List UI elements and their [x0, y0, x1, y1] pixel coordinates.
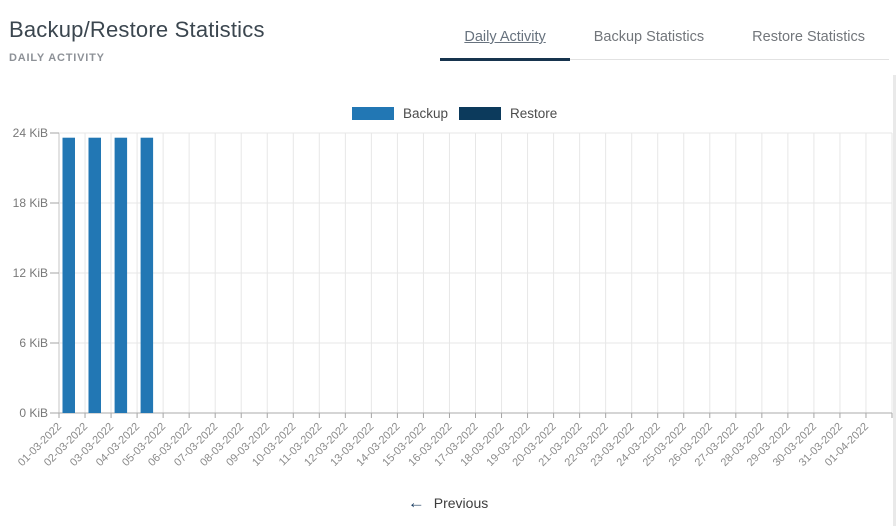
y-axis-label: 24 KiB	[13, 126, 48, 140]
y-axis-label: 0 KiB	[19, 406, 48, 420]
arrow-left-icon: ←	[407, 493, 425, 512]
bar-backup-01-03-2022	[62, 137, 75, 413]
legend-item-restore: Restore	[459, 106, 557, 121]
bar-backup-04-03-2022	[140, 137, 154, 413]
page-title: Backup/Restore Statistics	[9, 17, 265, 42]
tab-restore-statistics[interactable]: Restore Statistics	[752, 29, 865, 45]
legend-item-backup: Backup	[352, 106, 448, 121]
chart-legend: Backup Restore	[352, 106, 557, 121]
y-axis-label: 18 KiB	[13, 196, 48, 210]
previous-button[interactable]: ← Previous	[408, 494, 488, 511]
page-subtitle: DAILY ACTIVITY	[9, 52, 105, 64]
vertical-scrollbar[interactable]	[893, 75, 896, 526]
daily-activity-bar-chart: 0 KiB 6 KiB 12 KiB 18 KiB 24 KiB 01-03-2022 02…	[0, 95, 896, 490]
backup-series-swatch	[352, 107, 394, 120]
tab-backup-statistics[interactable]: Backup Statistics	[593, 29, 705, 45]
previous-label: Previous	[433, 494, 489, 511]
pagination-footer: ← Previous	[0, 494, 896, 511]
tab-bar: Daily Activity Backup Statistics Restore…	[440, 17, 889, 61]
backup-series-label: Backup	[403, 106, 449, 121]
bar-backup-03-03-2022	[114, 137, 128, 413]
y-axis-label: 6 KiB	[19, 336, 48, 350]
bar-backup-02-03-2022	[88, 137, 101, 413]
y-axis-label: 12 KiB	[13, 266, 48, 280]
restore-series-label: Restore	[510, 106, 558, 121]
restore-series-swatch	[459, 107, 502, 120]
tab-daily-activity[interactable]: Daily Activity	[440, 17, 571, 61]
